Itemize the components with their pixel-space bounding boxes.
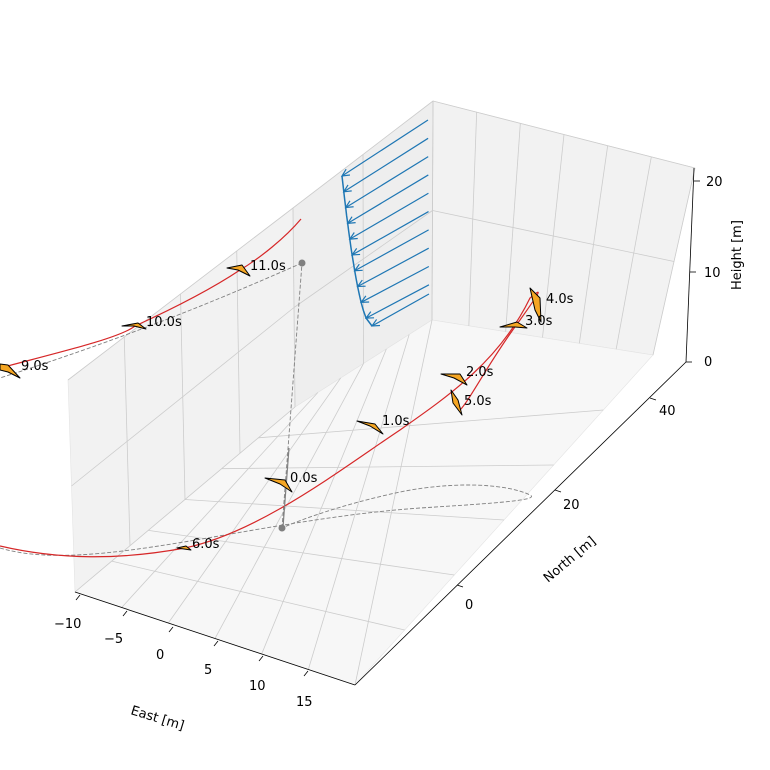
- height-tick-label: 20: [706, 175, 723, 190]
- wind-arrow: [350, 211, 429, 256]
- east-tick-label: 0: [156, 648, 164, 663]
- east-tick: [213, 640, 219, 647]
- east-tick-label: −10: [54, 617, 81, 632]
- kite-marker: [499, 321, 528, 329]
- east-tick: [122, 610, 128, 617]
- north-tick-label: 0: [465, 598, 473, 613]
- wind-arrow: [364, 284, 430, 319]
- north-axis-line: [354, 361, 687, 686]
- grid-line: [168, 377, 341, 624]
- height-axis: 0 10 20 Height [m]: [685, 167, 745, 370]
- grid-line: [432, 100, 696, 169]
- time-label: 5.0s: [464, 394, 492, 409]
- wind-profile-curve: [341, 175, 373, 327]
- wind-arrow: [353, 229, 429, 272]
- grid-line: [307, 334, 410, 670]
- east-axis-title: East [m]: [129, 703, 186, 733]
- height-tick-label: 10: [704, 266, 721, 281]
- height-axis-line: [685, 167, 695, 363]
- time-label: 6.0s: [192, 537, 220, 552]
- trajectory-line: [0, 218, 539, 558]
- kite-marker: [226, 264, 251, 277]
- east-tick-label: 10: [249, 679, 266, 694]
- ground-track-end-marker: [298, 259, 306, 267]
- north-axis-title: North [m]: [541, 534, 599, 586]
- grid-line: [121, 392, 319, 608]
- time-label: 11.0s: [250, 259, 286, 274]
- kite-marker: [356, 420, 384, 435]
- kite-marker: [440, 373, 468, 386]
- height-tick-label: 0: [704, 355, 712, 370]
- wind-arrow: [356, 247, 430, 288]
- height-axis-title: Height [m]: [730, 220, 745, 290]
- grid-line: [123, 336, 131, 546]
- grid-lines: [67, 100, 696, 686]
- kite-marker: [121, 322, 147, 330]
- east-tick: [75, 594, 81, 601]
- time-label: 4.0s: [546, 292, 574, 307]
- wind-profile: [340, 119, 430, 327]
- north-tick: [456, 584, 464, 588]
- time-label: 3.0s: [525, 314, 553, 329]
- grid-line: [221, 464, 554, 470]
- north-tick: [649, 397, 657, 401]
- east-tick-label: −5: [104, 632, 123, 647]
- grid-line: [148, 529, 455, 576]
- wind-arrow: [340, 119, 429, 177]
- kite-marker: [450, 389, 463, 416]
- east-tick: [168, 626, 174, 633]
- time-label: 2.0s: [466, 365, 494, 380]
- east-tick: [303, 670, 309, 677]
- kite-marker: [176, 545, 192, 551]
- ground-station-marker: [278, 524, 286, 532]
- panes: [67, 100, 696, 686]
- grid-line: [180, 293, 186, 500]
- grid-line: [261, 348, 387, 655]
- grid-line: [258, 409, 604, 439]
- grid-line: [354, 319, 433, 686]
- wind-arrow: [342, 137, 429, 193]
- north-tick: [554, 489, 562, 493]
- grid-line: [214, 363, 364, 639]
- wind-arrow: [344, 156, 429, 209]
- north-axis-ticks: [456, 397, 657, 588]
- time-label: 1.0s: [382, 414, 410, 429]
- grid-line: [111, 560, 405, 631]
- east-axis-line: [74, 591, 356, 686]
- north-tick-label: 20: [563, 498, 580, 513]
- east-tick-label: 15: [296, 695, 313, 710]
- east-tick-label: 5: [204, 663, 212, 678]
- east-tick: [258, 655, 264, 662]
- time-labels: 0.0s 1.0s 2.0s 3.0s 4.0s 5.0s 6.0s 9.0s …: [21, 259, 574, 552]
- grid-line: [292, 100, 434, 209]
- kite-marker: [529, 287, 542, 323]
- east-axis-ticks: [75, 594, 309, 677]
- height-axis-ticks: [686, 180, 700, 363]
- kite-markers: [0, 264, 542, 551]
- time-label: 9.0s: [21, 359, 49, 374]
- wind-arrow: [359, 265, 430, 303]
- wind-arrow: [346, 174, 429, 225]
- grid-line: [236, 250, 241, 454]
- kite-marker: [0, 363, 21, 379]
- grid-line: [184, 499, 505, 521]
- wind-arrow: [348, 192, 429, 240]
- north-tick-label: 40: [659, 404, 676, 419]
- wind-arrow: [370, 293, 430, 327]
- grid-line: [432, 210, 675, 262]
- kite-marker: [264, 477, 293, 493]
- time-label: 0.0s: [290, 471, 318, 486]
- time-label: 10.0s: [146, 315, 182, 330]
- grid-line: [293, 210, 433, 308]
